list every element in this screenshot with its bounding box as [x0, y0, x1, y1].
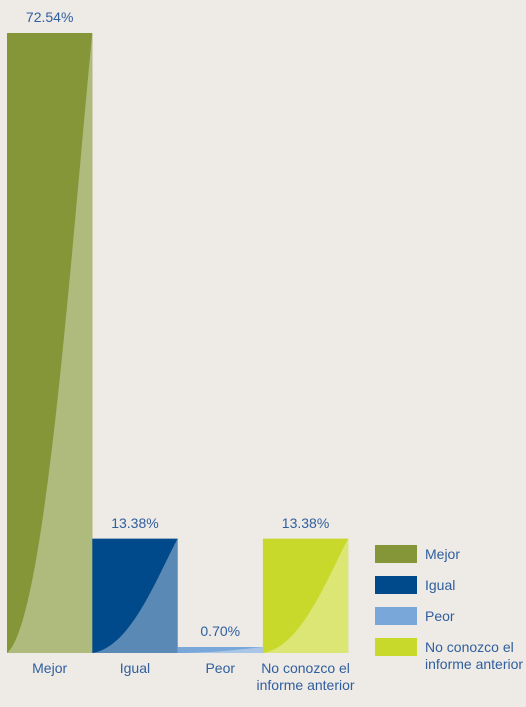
value-label: 13.38%: [111, 514, 159, 531]
legend-label: Mejor: [425, 546, 461, 562]
value-label: 13.38%: [281, 514, 330, 531]
x-tick-label: Peor: [205, 660, 236, 676]
legend-swatch: [375, 607, 417, 625]
legend-label: Igual: [425, 577, 456, 593]
legend-swatch: [375, 576, 417, 594]
legend-swatch: [375, 638, 417, 656]
legend-label: Peor: [425, 608, 455, 624]
bar-shade: [7, 33, 93, 653]
x-tick-label: No conozco el informe anterior: [256, 660, 355, 693]
x-tick-label: Igual: [119, 660, 151, 676]
legend-swatch: [375, 545, 417, 563]
bar-shade: [92, 538, 178, 653]
legend-label: No conozco el informe anterior: [425, 639, 524, 672]
value-label: 72.54%: [25, 9, 74, 25]
bar-shade: [262, 538, 349, 653]
value-label: 0.70%: [200, 623, 241, 640]
x-tick-label: Mejor: [32, 660, 68, 676]
bar: [177, 647, 263, 653]
bar-shade: [177, 647, 263, 653]
